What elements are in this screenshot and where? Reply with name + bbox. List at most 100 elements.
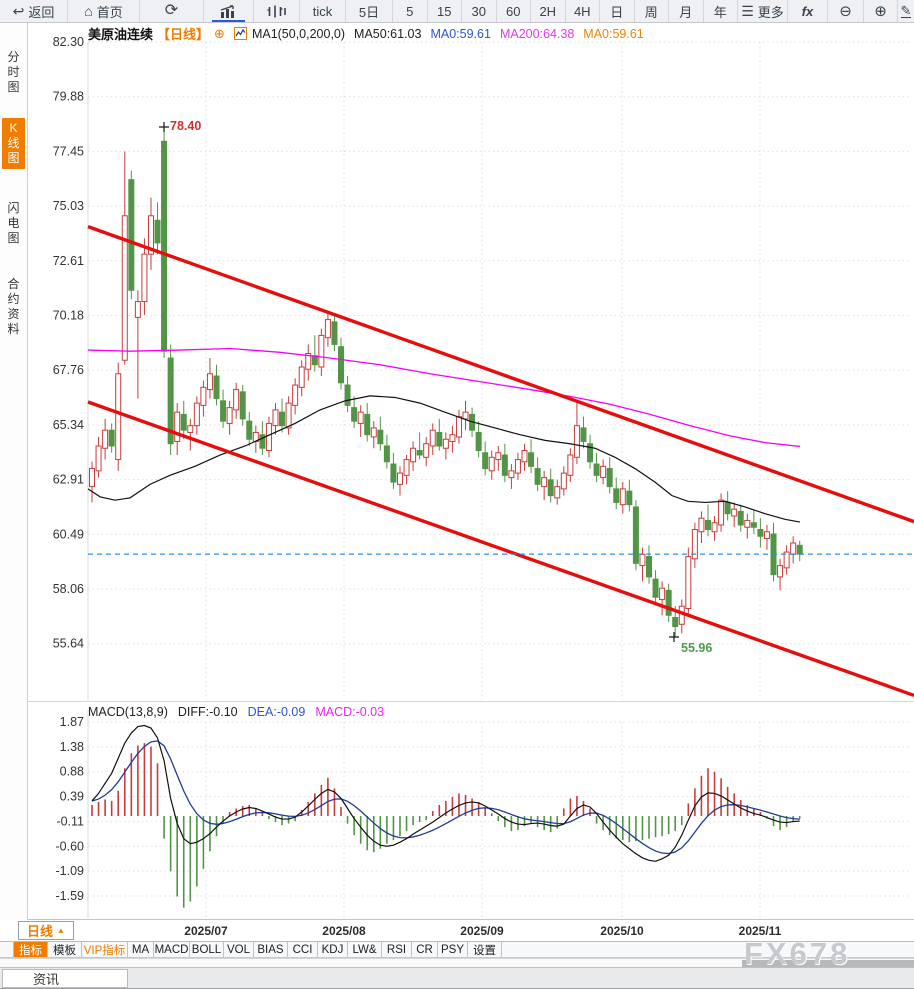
candle-body — [560, 472, 567, 490]
candle-body — [108, 429, 115, 447]
candle-body — [665, 589, 672, 616]
candle-body — [180, 413, 187, 431]
interval-button-2H[interactable]: 2H — [531, 0, 566, 22]
macd-tick-label: 0.88 — [60, 765, 84, 779]
formula-button[interactable]: fx — [788, 0, 828, 22]
ma200-line — [87, 347, 801, 448]
candle-body — [528, 452, 535, 467]
price-tick-label: 55.64 — [53, 637, 84, 651]
price-tick-label: 70.18 — [53, 309, 84, 323]
tab-RSI[interactable]: RSI — [382, 942, 412, 957]
tab-BIAS[interactable]: BIAS — [254, 942, 288, 957]
zoom-out-icon: ⊖ — [839, 2, 852, 20]
tab-LW&[interactable]: LW& — [348, 942, 382, 957]
candle-body — [246, 420, 253, 440]
candle-body — [521, 450, 528, 463]
trend-line-lower[interactable] — [87, 400, 914, 697]
macd-diff-value: DIFF:-0.10 — [177, 705, 238, 719]
sidebar-item-2[interactable]: K 线 图 — [2, 118, 25, 169]
bar-chart-type-button[interactable] — [204, 0, 254, 22]
candle-body — [344, 384, 351, 406]
refresh-button[interactable]: ⟳ — [140, 0, 204, 22]
more-button[interactable]: ☰ 更多 — [738, 0, 788, 22]
tick-button[interactable]: tick — [300, 0, 346, 22]
candle-body — [141, 253, 148, 303]
candle-body — [200, 386, 207, 406]
candle-chart-type-button[interactable] — [254, 0, 300, 22]
candle-body — [587, 443, 594, 463]
tab-设置[interactable]: 设置 — [468, 942, 502, 957]
period-dropdown-label: 日线 — [27, 924, 54, 939]
scrollbar-thumb[interactable] — [742, 960, 914, 967]
candle-body — [718, 499, 725, 526]
tab-指标[interactable]: 指标 — [14, 942, 48, 957]
candle-body — [147, 215, 154, 255]
tab-MA[interactable]: MA — [128, 942, 154, 957]
tab-PSY[interactable]: PSY — [438, 942, 468, 957]
fx-icon: fx — [801, 3, 814, 19]
candle-body — [89, 468, 95, 488]
home-button[interactable]: ⌂ 首页 — [68, 0, 140, 22]
tab-模板[interactable]: 模板 — [48, 942, 82, 957]
candle-body — [731, 508, 738, 517]
candle-body — [377, 429, 384, 445]
more-label: 更多 — [757, 4, 784, 20]
sidebar-item-3[interactable]: 闪 电 图 — [7, 201, 20, 245]
interval-button-30[interactable]: 30 — [462, 0, 497, 22]
candle-body — [187, 425, 194, 433]
tab-VIP指标[interactable]: VIP指标 — [82, 942, 128, 957]
ma200-value: MA200:64.38 — [499, 26, 575, 41]
zoom-in-icon: ⊕ — [874, 2, 887, 20]
interval-button-日[interactable]: 日 — [600, 0, 635, 22]
trend-line-upper[interactable] — [87, 225, 914, 524]
tab-BOLL[interactable]: BOLL — [190, 942, 224, 957]
candle-body — [272, 409, 279, 427]
back-button[interactable]: ↩ 返回 — [0, 0, 68, 22]
candle-body — [757, 528, 764, 537]
macd-macd-value: MACD:-0.03 — [315, 705, 385, 719]
interval-button-周[interactable]: 周 — [635, 0, 669, 22]
interval-button-60[interactable]: 60 — [497, 0, 531, 22]
top-toolbar: ↩ 返回 ⌂ 首页 ⟳ — [0, 0, 914, 23]
candle-body — [259, 434, 266, 449]
candle-body — [737, 510, 744, 526]
period-tag: 【日线】 — [157, 27, 210, 42]
candle-body — [436, 431, 443, 447]
candle-body — [790, 542, 797, 555]
sidebar-item-4[interactable]: 合 约 资 料 — [7, 277, 20, 336]
candle-body — [606, 468, 613, 488]
candle-body — [750, 522, 757, 528]
candle-body — [383, 445, 390, 463]
candle-body — [626, 490, 633, 506]
candle-body — [442, 438, 449, 449]
tab-CCI[interactable]: CCI — [288, 942, 318, 957]
sidebar-item-1[interactable]: 分 时 图 — [7, 50, 20, 94]
add-indicator-icon[interactable]: ⊕ — [214, 25, 225, 41]
interval-button-5[interactable]: 5 — [393, 0, 428, 22]
candle-body — [351, 407, 358, 422]
interval-button-15[interactable]: 15 — [428, 0, 462, 22]
tab-KDJ[interactable]: KDJ — [318, 942, 348, 957]
tab-VOL[interactable]: VOL — [224, 942, 254, 957]
tab-MACD[interactable]: MACD — [154, 942, 190, 957]
candle-body — [265, 422, 272, 452]
draw-button[interactable]: ✎ — [898, 0, 914, 22]
five-day-button[interactable]: 5日 — [346, 0, 393, 22]
horizontal-scrollbar[interactable] — [0, 958, 914, 967]
news-tab[interactable]: 资讯 — [2, 969, 128, 988]
period-dropdown[interactable]: 日线 ▲ — [18, 921, 74, 940]
interval-button-月[interactable]: 月 — [669, 0, 704, 22]
candle-body — [580, 427, 587, 442]
interval-button-年[interactable]: 年 — [704, 0, 738, 22]
zoom-out-button[interactable]: ⊖ — [828, 0, 864, 22]
candle-body — [115, 373, 122, 461]
candle-body — [777, 565, 784, 578]
tab-CR[interactable]: CR — [412, 942, 438, 957]
candle-body — [501, 454, 508, 476]
candle-body — [455, 416, 462, 438]
interval-button-4H[interactable]: 4H — [566, 0, 600, 22]
price-tick-label: 65.34 — [53, 418, 84, 432]
zoom-in-button[interactable]: ⊕ — [864, 0, 898, 22]
mini-chart-icon[interactable] — [233, 27, 247, 40]
